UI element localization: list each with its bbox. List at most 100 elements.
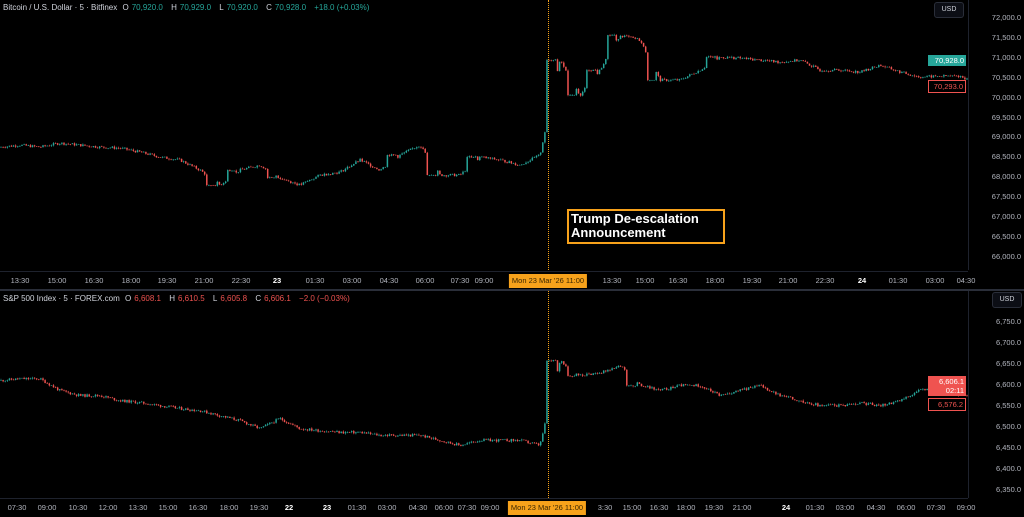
candle [290,180,292,184]
candle [98,394,101,397]
time-tick: 13:30 [602,276,622,285]
candle-body [266,168,269,179]
candle [409,434,412,437]
candle [867,402,870,406]
btc-price-axis[interactable]: 72,000.0 71,500.0 71,000.0 70,500.0 70,000.0… [968,0,1024,270]
candle-body [260,427,263,428]
spx-time-axis[interactable]: 09:00 07:30 06:00 04:30 03:00 01:30 24 21:00 19:… [0,498,975,517]
candle [319,430,321,433]
candle-body [544,423,546,434]
symbol-label[interactable]: S&P 500 Index · 5 · FOREX.com [3,294,120,303]
candle [304,428,307,431]
candle [565,66,567,71]
price-tick: 6,350.0 [995,485,1021,494]
candle [489,437,492,442]
candle-body [447,441,450,443]
candle-body [815,403,817,406]
candle-body [634,37,636,39]
candle-body [752,387,754,389]
candle-body [890,402,893,404]
candle [873,66,876,68]
candle [311,427,313,432]
candle [323,172,326,177]
candle [556,58,559,72]
candle-body [502,159,504,161]
candle-body [233,417,235,420]
candle-body [579,374,582,376]
candle-body [661,78,664,82]
candle [720,394,723,397]
candle [878,403,880,407]
candle-body [665,79,668,82]
btc-chart-panel[interactable]: Bitcoin / U.S. Dollar · 5 · Bitfinex O 70… [0,0,1024,290]
currency-button[interactable]: USD [992,292,1022,308]
btc-time-axis[interactable]: 04:30 03:00 01:30 24 22:30 21:00 19:30 18:00 16:… [0,271,975,290]
candle [602,370,605,374]
candle-body [938,76,941,77]
pane-separator[interactable] [0,289,1024,291]
candle-body [214,185,216,186]
candle-body [674,79,676,80]
candle-body [159,157,162,158]
candle [476,156,479,161]
annotation-box[interactable]: Trump De-escalation Announcement [567,209,725,244]
spx-price-axis[interactable]: 6,750.0 6,700.0 6,650.0 6,600.0 6,550.0 6,500… [968,291,1024,498]
candle [936,75,939,78]
spx-candles[interactable] [0,291,968,498]
candle-body [443,441,445,443]
candle [907,396,909,398]
candle [384,166,387,168]
candle [880,64,882,67]
candle [594,372,597,375]
candle-body [569,95,571,96]
symbol-label[interactable]: Bitcoin / U.S. Dollar · 5 · Bitfinex [3,3,118,12]
last-price-value: 6,606.1 [938,377,964,386]
candle [586,69,588,89]
candle-body [739,56,741,59]
candle [959,75,962,79]
candle-body [338,431,340,434]
candle [857,403,859,405]
candle-body [210,413,212,415]
candle-body [342,170,345,172]
candle [94,145,97,149]
candle [474,155,477,158]
candle [115,399,118,402]
candle [262,166,265,169]
candle-body [10,145,13,147]
candle [592,372,594,376]
candle-body [607,35,609,59]
candle [626,369,628,387]
currency-button[interactable]: USD [934,2,964,18]
candle-body [357,432,359,433]
candle [388,154,391,157]
candle [550,59,552,62]
candle-body [283,179,286,181]
candle [187,162,189,166]
candle [619,34,622,40]
candle-body [642,42,645,47]
candle-body [655,72,657,81]
candle [411,147,414,150]
candle [199,410,202,413]
candle-body [863,402,865,404]
candle-body [426,152,429,176]
candle-body [170,405,172,407]
candle [73,142,76,147]
candle-body [273,422,275,424]
candle [938,75,941,77]
time-tick: 04:30 [408,503,428,512]
candle-body [535,155,538,158]
low-label: L [219,3,224,12]
time-tick: 24 [857,276,867,285]
candle-body [852,71,855,73]
btc-candles[interactable] [0,0,968,270]
candle [2,379,4,383]
candle-body [258,427,261,429]
candle-body [275,419,277,423]
candle-body [392,154,395,155]
spx-chart-panel[interactable]: S&P 500 Index · 5 · FOREX.com O 6,608.1 H… [0,291,1024,516]
candle-body [489,157,492,159]
candle [518,164,521,166]
candle-body [533,157,536,158]
